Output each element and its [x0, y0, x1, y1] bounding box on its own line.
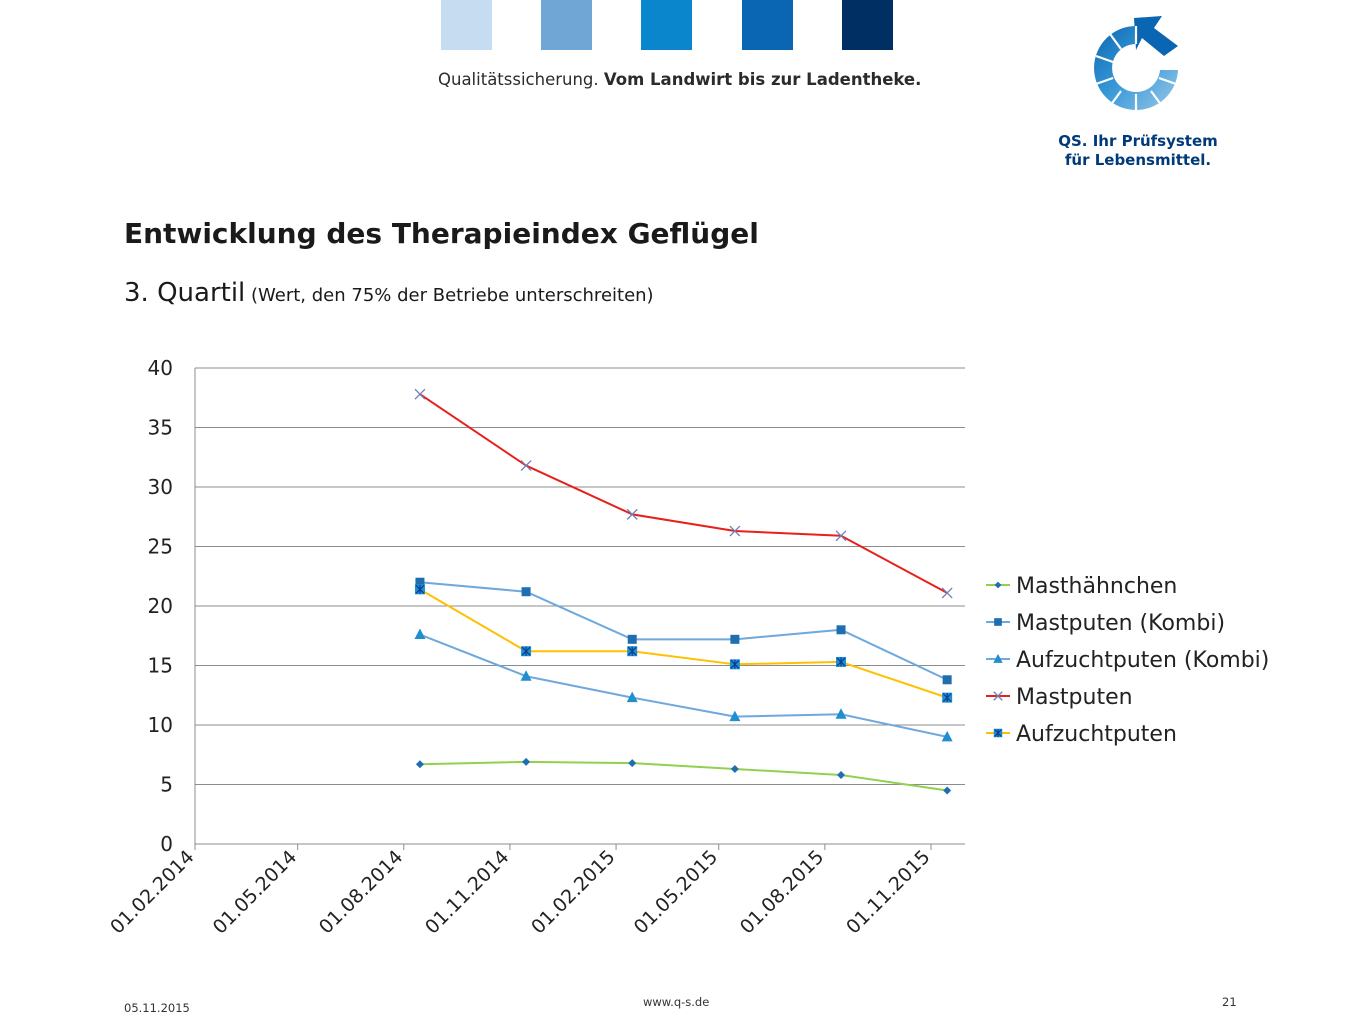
- slide-title: Entwicklung des Therapieindex Geflügel: [124, 217, 759, 250]
- data-point-series-2: [730, 634, 740, 644]
- series-line-3: [419, 633, 948, 738]
- data-point-series-3: [729, 710, 741, 722]
- subtitle-main: 3. Quartil: [124, 278, 246, 308]
- series-line-5: [419, 588, 948, 699]
- brand-swatch-5: [842, 0, 893, 50]
- legend-marker-2: [994, 618, 1002, 626]
- data-point-series-4: [835, 530, 847, 542]
- data-point-series-4: [520, 460, 532, 472]
- data-point-series-5-glyph: [730, 659, 740, 669]
- data-point-series-2: [521, 587, 531, 597]
- logo-caption: QS. Ihr Prüfsystem für Lebensmittel.: [1050, 132, 1226, 170]
- subtitle-note: (Wert, den 75% der Betriebe unterschreit…: [245, 285, 654, 306]
- data-point-series-5-glyph: [627, 646, 637, 656]
- legend-marker-5-glyph: [994, 729, 1002, 737]
- logo-line-1: QS. Ihr Prüfsystem: [1058, 132, 1218, 150]
- series-line-2: [419, 581, 948, 681]
- x-tick-label: 01.11.2015: [842, 846, 934, 938]
- data-point-series-3: [941, 730, 953, 742]
- legend-label: Aufzuchtputen: [1016, 722, 1177, 747]
- tagline-bold: Vom Landwirt bis zur Ladentheke.: [603, 70, 922, 89]
- y-tick-label: 40: [148, 356, 173, 380]
- y-tick-label: 15: [148, 654, 173, 678]
- footer-date: 05.11.2015: [124, 1001, 190, 1015]
- series-line-1: [419, 760, 948, 792]
- qs-logo-icon: [1094, 16, 1178, 112]
- legend-marker-4: [993, 691, 1003, 701]
- data-point-series-5-glyph: [942, 693, 952, 703]
- x-tick-label: 01.02.2014: [106, 846, 198, 938]
- data-point-series-3: [520, 670, 532, 681]
- brand-swatch-4: [742, 0, 793, 50]
- legend-label: Mastputen: [1016, 685, 1133, 710]
- data-point-series-4: [729, 525, 741, 537]
- logo-line-2: für Lebensmittel.: [1064, 151, 1212, 169]
- data-point-series-2: [836, 625, 846, 635]
- brand-swatch-1: [441, 0, 492, 50]
- data-point-series-1: [943, 786, 952, 795]
- data-point-series-1: [415, 760, 424, 769]
- legend-marker-1: [994, 581, 1002, 589]
- x-tick-label: 01.08.2014: [315, 846, 407, 938]
- series-line-4: [419, 393, 948, 594]
- y-tick-label: 20: [148, 594, 173, 618]
- header-tagline: Qualitätssicherung. Vom Landwirt bis zur…: [438, 70, 921, 89]
- x-tick-label: 01.05.2015: [630, 846, 722, 938]
- x-tick-label: 01.08.2015: [736, 846, 828, 938]
- slide-subtitle: 3. Quartil (Wert, den 75% der Betriebe u…: [124, 278, 654, 308]
- data-point-series-5-glyph: [836, 657, 846, 667]
- legend-label: Masthähnchen: [1016, 574, 1177, 599]
- data-point-series-4: [414, 388, 426, 400]
- data-point-series-5-glyph: [521, 646, 531, 656]
- data-point-series-4: [941, 587, 953, 599]
- x-tick-label: 01.02.2015: [527, 846, 619, 938]
- y-tick-label: 35: [148, 416, 173, 440]
- x-tick-label: 01.11.2014: [421, 846, 513, 938]
- y-tick-label: 25: [148, 535, 173, 559]
- legend-marker-3: [993, 653, 1003, 663]
- legend-label: Mastputen (Kombi): [1016, 611, 1225, 636]
- data-point-series-4: [626, 508, 638, 520]
- data-point-series-1: [730, 765, 739, 774]
- data-point-series-2: [627, 634, 637, 644]
- data-point-series-3: [414, 628, 426, 640]
- footer-url: www.q-s.de: [643, 995, 710, 1009]
- data-point-series-3: [626, 691, 638, 703]
- data-point-series-1: [837, 770, 846, 779]
- data-point-series-2: [942, 675, 952, 685]
- y-tick-label: 0: [160, 832, 173, 856]
- brand-swatch-3: [641, 0, 692, 50]
- data-point-series-1: [522, 757, 531, 766]
- footer-page: 21: [1222, 995, 1237, 1009]
- y-tick-label: 10: [148, 713, 173, 737]
- y-tick-label: 5: [160, 773, 173, 797]
- data-point-series-1: [628, 759, 637, 768]
- data-point-series-5-glyph: [415, 584, 425, 594]
- brand-swatch-2: [541, 0, 592, 50]
- data-point-series-2: [415, 577, 425, 587]
- data-point-series-3: [835, 708, 847, 719]
- tagline-regular: Qualitätssicherung.: [438, 70, 604, 89]
- y-tick-label: 30: [148, 475, 173, 499]
- x-tick-label: 01.05.2014: [209, 846, 301, 938]
- legend-label: Aufzuchtputen (Kombi): [1016, 648, 1269, 673]
